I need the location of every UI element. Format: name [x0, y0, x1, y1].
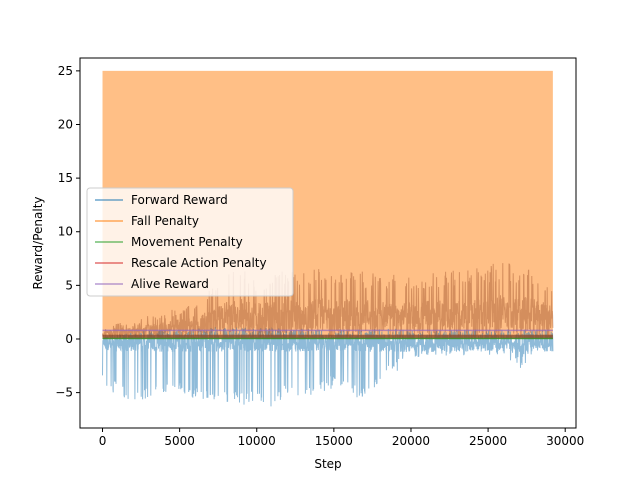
- y-tick-label: 15: [58, 171, 73, 185]
- x-tick-label: 20000: [392, 434, 430, 448]
- x-axis-label: Step: [314, 457, 341, 471]
- x-tick-label: 15000: [315, 434, 353, 448]
- y-tick-label: 20: [58, 117, 73, 131]
- x-tick-label: 5000: [164, 434, 195, 448]
- x-tick-label: 10000: [238, 434, 276, 448]
- y-axis-label: Reward/Penalty: [31, 196, 45, 289]
- x-tick-label: 0: [99, 434, 107, 448]
- y-tick-label: 25: [58, 64, 73, 78]
- y-tick-label: 5: [65, 278, 73, 292]
- legend-box: [86, 187, 294, 297]
- legend-label: Forward Reward: [131, 193, 228, 207]
- y-tick-label: −5: [55, 386, 73, 400]
- legend-label: Alive Reward: [131, 277, 209, 291]
- legend-label: Fall Penalty: [131, 214, 199, 228]
- rescale-action-penalty-band: [102, 334, 553, 339]
- forward-reward-overlap-line: [102, 263, 554, 338]
- y-tick-label: 10: [58, 225, 73, 239]
- legend: Forward Reward Fall Penalty Movement Penal…: [86, 187, 294, 297]
- plot-frame: [79, 57, 577, 429]
- legend-label: Rescale Action Penalty: [131, 256, 267, 270]
- x-tick-label: 30000: [546, 434, 584, 448]
- x-tick-label: 25000: [469, 434, 507, 448]
- x-axis: 0 5000 10000 15000 20000 25000 30000: [99, 428, 584, 448]
- y-axis: −5 0 5 10 15 20 25: [55, 64, 80, 400]
- legend-label: Movement Penalty: [131, 235, 243, 249]
- y-tick-label: 0: [65, 332, 73, 346]
